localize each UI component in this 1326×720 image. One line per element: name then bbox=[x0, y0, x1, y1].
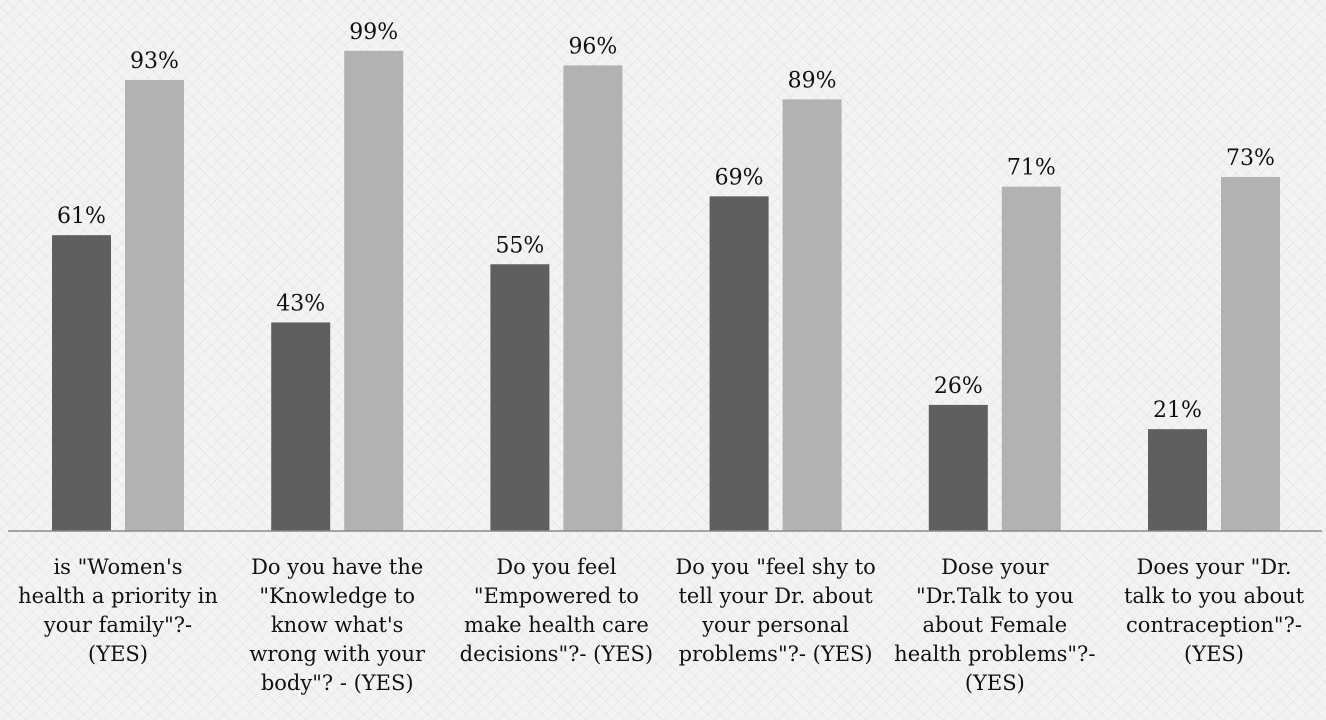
bar-series2-cat5 bbox=[1001, 186, 1061, 531]
value-label-series1-cat5: 26% bbox=[934, 374, 983, 399]
value-label-series2-cat5: 71% bbox=[1007, 156, 1056, 181]
category-label-line: (YES) bbox=[965, 671, 1025, 695]
bar-series2-cat4 bbox=[782, 99, 842, 531]
category-label-line: is "Women's bbox=[53, 555, 182, 579]
value-label-series1-cat1: 61% bbox=[57, 204, 106, 229]
category-label-line: talk to you about bbox=[1124, 584, 1305, 608]
bar-series2-cat2 bbox=[344, 50, 404, 531]
category-label-6: Does your "Dr. talk to you about contracep… bbox=[1124, 555, 1305, 666]
value-label-series2-cat2: 99% bbox=[349, 20, 398, 45]
bar-series1-cat2 bbox=[271, 322, 331, 531]
bar-series1-cat5 bbox=[928, 404, 988, 531]
category-label-line: your personal bbox=[701, 613, 849, 637]
value-label-series1-cat4: 69% bbox=[715, 165, 764, 190]
value-label-series2-cat3: 96% bbox=[568, 34, 617, 59]
category-label-line: make health care bbox=[464, 613, 649, 637]
category-label-line: Do you "feel shy to bbox=[675, 555, 875, 579]
category-label-line: tell your Dr. about bbox=[678, 584, 873, 608]
category-label-line: (YES) bbox=[1184, 642, 1244, 666]
category-label-line: Does your "Dr. bbox=[1136, 555, 1291, 579]
bar-series2-cat6 bbox=[1221, 176, 1280, 531]
bar-series2-cat3 bbox=[563, 65, 623, 532]
category-label-line: about Female bbox=[922, 613, 1067, 637]
category-label-1: is "Women's health a priority in your fami… bbox=[18, 555, 218, 666]
category-label-4: Do you "feel shy to tell your Dr. about yo… bbox=[675, 555, 875, 666]
category-label-line: Do you feel bbox=[496, 555, 616, 579]
category-label-line: health a priority in bbox=[18, 584, 218, 608]
category-label-line: Do you have the bbox=[251, 555, 423, 579]
value-label-series2-cat6: 73% bbox=[1226, 146, 1275, 171]
category-label-line: Dose your bbox=[941, 555, 1049, 579]
category-label-line: health problems"?- bbox=[894, 642, 1095, 666]
bar-series1-cat6 bbox=[1148, 429, 1207, 531]
category-label-line: decisions"?- (YES) bbox=[460, 642, 653, 666]
category-label-2: Do you have the "Knowledge to know what's w… bbox=[249, 555, 426, 695]
value-label-series2-cat4: 89% bbox=[788, 68, 837, 93]
category-label-line: "Empowered to bbox=[474, 584, 639, 608]
value-label-series1-cat3: 55% bbox=[495, 233, 544, 258]
category-label-line: "Knowledge to bbox=[259, 584, 415, 608]
category-label-line: problems"?- (YES) bbox=[679, 642, 873, 666]
category-label-line: body"? - (YES) bbox=[261, 671, 414, 695]
value-label-series1-cat6: 21% bbox=[1153, 398, 1202, 423]
bar-series2-cat1 bbox=[125, 79, 184, 531]
bars-group bbox=[52, 50, 1280, 532]
category-labels-group: is "Women's health a priority in your fami… bbox=[18, 555, 1305, 695]
bar-series1-cat3 bbox=[490, 264, 550, 531]
category-label-line: contraception"?- bbox=[1126, 613, 1302, 637]
category-label-5: Dose your "Dr.Talk to you about Female heal… bbox=[894, 555, 1095, 695]
value-label-series1-cat2: 43% bbox=[276, 291, 325, 316]
category-label-line: (YES) bbox=[88, 642, 148, 666]
category-label-line: wrong with your bbox=[249, 642, 426, 666]
category-label-line: know what's bbox=[271, 613, 404, 637]
value-label-series2-cat1: 93% bbox=[130, 49, 179, 74]
category-label-line: "Dr.Talk to you bbox=[916, 584, 1074, 608]
bar-series1-cat4 bbox=[709, 196, 769, 531]
category-label-3: Do you feel "Empowered to make health care… bbox=[460, 555, 653, 666]
value-labels-group: 61% 93% 43% 99% 55% 96% 69% 89% 26% 71% 21% 73% bbox=[57, 20, 1275, 423]
bar-series1-cat1 bbox=[52, 235, 111, 531]
category-label-line: your family"?- bbox=[43, 613, 192, 637]
